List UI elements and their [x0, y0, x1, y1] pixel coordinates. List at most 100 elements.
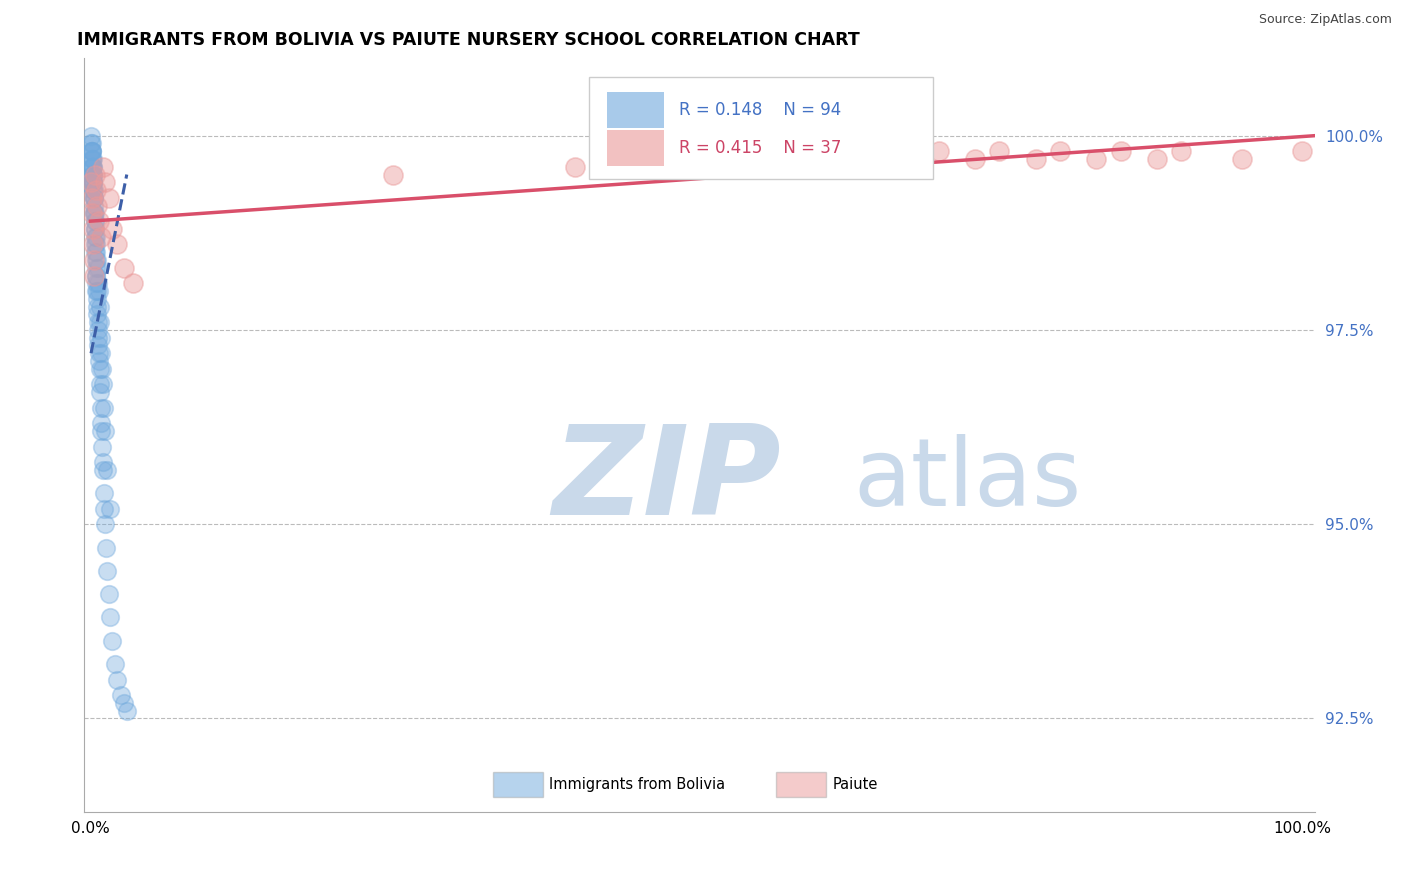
Point	[91, 455, 114, 469]
Point	[84, 222, 107, 236]
Point	[104, 657, 127, 671]
Point	[90, 346, 112, 360]
Point	[86, 323, 108, 337]
Point	[93, 401, 115, 415]
Point	[82, 145, 104, 159]
Point	[82, 175, 104, 189]
Text: Paiute: Paiute	[832, 777, 877, 792]
Point	[84, 214, 107, 228]
Point	[90, 331, 112, 345]
Point	[83, 206, 105, 220]
Point	[87, 354, 110, 368]
Point	[86, 292, 108, 306]
Point	[87, 331, 110, 345]
Point	[90, 361, 114, 376]
Point	[82, 183, 104, 197]
Point	[112, 696, 135, 710]
Point	[90, 416, 112, 430]
Point	[87, 277, 110, 291]
Point	[82, 175, 104, 189]
Point	[80, 145, 103, 159]
Point	[84, 252, 107, 267]
Point	[87, 346, 110, 360]
Point	[86, 260, 108, 275]
Point	[86, 237, 108, 252]
Text: R = 0.415    N = 37: R = 0.415 N = 37	[679, 138, 841, 157]
Point	[84, 245, 107, 260]
Point	[84, 229, 107, 244]
Point	[382, 168, 405, 182]
Point	[121, 277, 143, 291]
Point	[80, 128, 103, 143]
Point	[87, 338, 110, 352]
FancyBboxPatch shape	[607, 129, 664, 166]
Point	[82, 206, 104, 220]
Point	[86, 300, 108, 314]
Point	[83, 191, 105, 205]
Point	[1109, 145, 1132, 159]
Point	[93, 501, 115, 516]
Point	[90, 229, 112, 244]
Point	[86, 284, 108, 298]
Point	[83, 191, 105, 205]
Point	[82, 160, 104, 174]
Point	[904, 152, 927, 166]
Point	[105, 237, 128, 252]
Point	[86, 284, 108, 298]
Point	[80, 175, 103, 189]
Point	[82, 237, 104, 252]
Point	[89, 361, 111, 376]
FancyBboxPatch shape	[589, 77, 934, 178]
Point	[86, 199, 108, 213]
Point	[1025, 152, 1047, 166]
Point	[82, 222, 104, 236]
Point	[94, 175, 117, 189]
Point	[82, 168, 104, 182]
Point	[988, 145, 1011, 159]
Text: Immigrants from Bolivia: Immigrants from Bolivia	[550, 777, 725, 792]
Point	[82, 168, 104, 182]
Point	[82, 168, 104, 182]
Point	[115, 704, 138, 718]
Point	[96, 564, 118, 578]
Point	[110, 688, 132, 702]
Point	[84, 260, 107, 275]
Point	[84, 245, 107, 260]
FancyBboxPatch shape	[776, 772, 827, 797]
Point	[80, 136, 103, 151]
Point	[1170, 145, 1192, 159]
Point	[89, 315, 111, 329]
Point	[91, 377, 114, 392]
Point	[84, 168, 107, 182]
Point	[80, 160, 103, 174]
Point	[83, 191, 105, 205]
Point	[965, 152, 987, 166]
Point	[91, 463, 114, 477]
Point	[84, 268, 107, 283]
Point	[96, 463, 118, 477]
Point	[105, 673, 128, 687]
Point	[89, 300, 111, 314]
Point	[80, 145, 103, 159]
Point	[90, 424, 112, 438]
Point	[101, 222, 124, 236]
Point	[98, 501, 121, 516]
Point	[84, 183, 107, 197]
Point	[83, 214, 105, 228]
FancyBboxPatch shape	[607, 92, 664, 128]
Point	[745, 152, 768, 166]
Text: ZIP: ZIP	[553, 419, 780, 541]
Point	[93, 486, 115, 500]
Point	[807, 145, 830, 159]
Point	[84, 237, 107, 252]
Point	[82, 175, 104, 189]
Point	[83, 222, 105, 236]
Point	[94, 517, 117, 532]
FancyBboxPatch shape	[494, 772, 543, 797]
Point	[82, 160, 104, 174]
Point	[86, 315, 108, 329]
Point	[83, 206, 105, 220]
Point	[96, 541, 118, 555]
Text: R = 0.148    N = 94: R = 0.148 N = 94	[679, 101, 841, 119]
Text: IMMIGRANTS FROM BOLIVIA VS PAIUTE NURSERY SCHOOL CORRELATION CHART: IMMIGRANTS FROM BOLIVIA VS PAIUTE NURSER…	[77, 31, 860, 49]
